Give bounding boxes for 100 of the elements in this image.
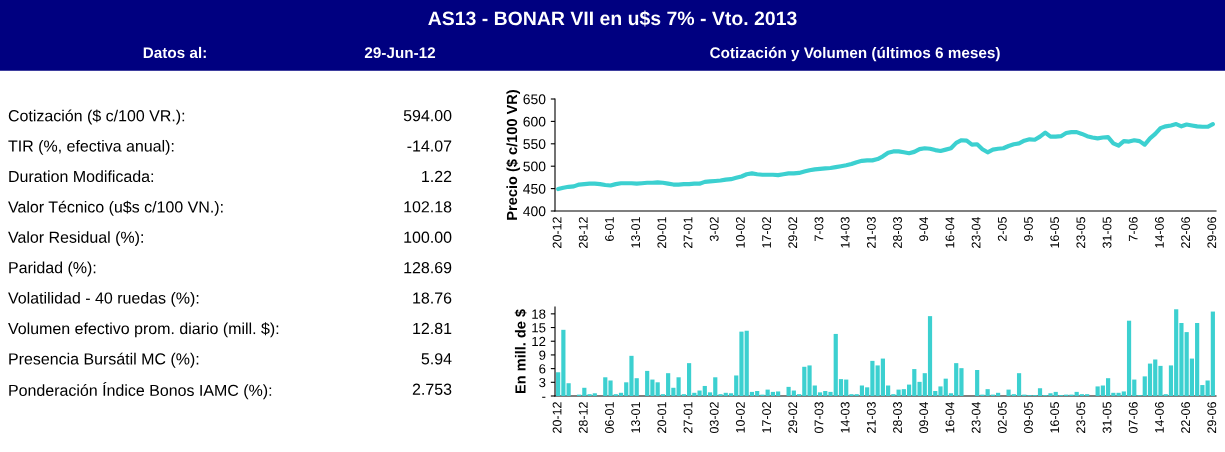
y-tick-label: 12 [532, 336, 546, 347]
line-series [556, 122, 1215, 192]
y-axis-title: En mill. de $ [514, 309, 527, 394]
text: Presencia Bursátil MC (%): [9, 352, 199, 368]
bar [686, 363, 692, 396]
text: Ponderación Índice Bonos IAMC (%): [9, 382, 272, 400]
bar [859, 385, 865, 396]
x-tick-label: 29-02 [788, 402, 798, 433]
bar [1126, 320, 1132, 396]
text: AS13 - BONAR VII en u$s 7% - Vto. 2013 [428, 10, 797, 27]
x-tick-label: 9-04 [919, 216, 929, 241]
x-tick-label: 16-05 [1050, 217, 1060, 248]
x-tick-label: 22-06 [1181, 402, 1191, 433]
y-tick-label: 450 [523, 183, 546, 194]
y-tick-label: 3 [539, 377, 546, 388]
x-tick-label: 03-02 [709, 402, 719, 434]
x-tick-label: 23-04 [971, 401, 981, 433]
x-tick-label: 14-06 [1154, 217, 1164, 248]
x-tick-label: 06-01 [605, 402, 614, 434]
x-tick-label: 29-06 [1207, 217, 1217, 248]
text: 18.76 [413, 292, 452, 304]
text: Volumen efectivo prom. diario (mill. $): [8, 322, 279, 338]
x-tick-label: 09-04 [919, 401, 929, 434]
x-tick-label: 20-12 [552, 402, 562, 433]
x-tick-label: 29-02 [788, 217, 798, 248]
y-tick-label: 15 [532, 323, 546, 333]
x-tick-label: 07-06 [1128, 402, 1138, 434]
x-tick-label: 31-05 [1102, 402, 1112, 434]
x-tick-label: 9-05 [1024, 217, 1033, 241]
x-tick-label: 10-02 [735, 402, 745, 433]
text: -14.07 [407, 140, 452, 152]
x-tick-label: 23-05 [1076, 402, 1086, 433]
x-tick-label: 21-03 [866, 402, 876, 433]
x-tick-label: 16-04 [945, 401, 955, 433]
x-tick-label: 20-01 [657, 217, 667, 248]
x-tick-label: 13-01 [631, 402, 641, 433]
bar [975, 369, 980, 396]
text: 2.753 [412, 383, 452, 395]
y-tick-label: 9 [539, 350, 546, 360]
text: 12.81 [413, 322, 452, 335]
x-tick-label: 29-06 [1207, 402, 1217, 433]
bar [1210, 311, 1215, 396]
y-tick-label: 550 [523, 139, 546, 149]
x-tick-label: 14-03 [840, 402, 850, 433]
text: 29-Jun-12 [364, 47, 436, 59]
text: 102.18 [404, 201, 452, 213]
text: Duration Modificada: [9, 170, 154, 183]
text: 1.22 [422, 170, 452, 182]
text: 100.00 [404, 231, 452, 243]
y-tick-label: 6 [539, 364, 546, 374]
bar [927, 316, 933, 396]
text: 128.69 [404, 261, 452, 274]
x-tick-label: 28-03 [893, 217, 902, 248]
y-tick-label: 400 [523, 206, 546, 217]
x-tick-label: 28-03 [893, 402, 902, 433]
text: Paridad (%): [9, 261, 96, 277]
x-tick-label: 28-12 [578, 402, 588, 433]
text: 5.94 [421, 353, 452, 365]
x-tick-label: 23-05 [1076, 217, 1086, 248]
y-tick-label: 18 [532, 309, 546, 319]
y-tick-label: - [542, 396, 546, 398]
x-tick-label: 07-03 [814, 402, 824, 434]
x-tick-label: 20-12 [552, 217, 562, 248]
x-tick-label: 7-06 [1128, 217, 1138, 241]
chart-title: Cotización y Volumen (últimos 6 meses) [710, 46, 1000, 62]
text: Valor Técnico (u$s c/100 VN.): [8, 200, 223, 216]
x-tick-label: 17-02 [762, 217, 772, 248]
x-tick-label: 13-01 [631, 217, 641, 248]
x-tick-label: 31-05 [1102, 217, 1112, 249]
x-tick-label: 14-06 [1154, 402, 1164, 433]
x-tick-label: 2-05 [997, 217, 1007, 241]
x-tick-label: 23-04 [971, 216, 981, 248]
bar [566, 383, 571, 396]
bar [1016, 373, 1022, 396]
x-tick-label: 16-04 [945, 216, 955, 248]
text: 594.00 [403, 109, 452, 122]
x-tick-label: 21-03 [866, 217, 876, 248]
x-tick-label: 16-05 [1050, 402, 1060, 433]
x-tick-label: 7-03 [814, 217, 824, 241]
x-tick-label: 6-01 [605, 217, 614, 241]
x-tick-label: 20-01 [657, 402, 667, 433]
x-tick-label: 09-05 [1024, 402, 1033, 434]
text: TIR (%, efectiva anual): [8, 139, 174, 155]
x-tick-label: 22-06 [1181, 217, 1191, 248]
text: Valor Residual (%): [8, 231, 143, 247]
bar [1037, 388, 1043, 396]
x-tick-label: 27-01 [683, 217, 693, 248]
y-axis-title: Precio ($ c/100 VR) [506, 90, 521, 220]
x-tick-label: 14-03 [840, 217, 850, 248]
x-tick-label: 02-05 [997, 402, 1007, 434]
x-tick-label: 3-02 [709, 217, 719, 242]
text: Cotización ($ c/100 VR.): [8, 109, 185, 125]
y-tick-label: 500 [523, 161, 546, 172]
text: Datos al: [143, 46, 206, 59]
y-tick-label: 600 [523, 116, 546, 127]
x-tick-label: 10-02 [735, 217, 745, 248]
y-tick-label: 650 [523, 94, 546, 105]
text: Volatilidad - 40 ruedas (%): [8, 291, 199, 307]
bar [1147, 363, 1153, 396]
x-tick-label: 28-12 [578, 217, 588, 248]
